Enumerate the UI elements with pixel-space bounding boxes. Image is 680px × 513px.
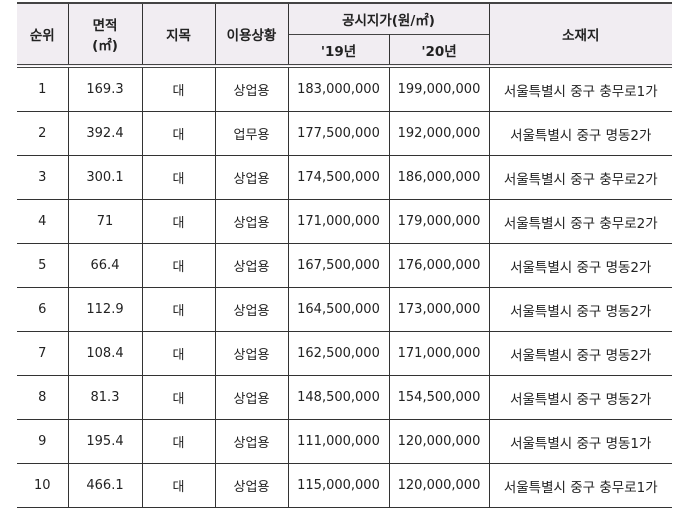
- cell-price-2019: 164,500,000: [287, 287, 390, 332]
- header-price-group: 공시지가(원/㎡): [287, 2, 490, 35]
- cell-rank: 2: [17, 111, 69, 156]
- cell-price-2019: 167,500,000: [287, 243, 390, 288]
- cell-rank: 1: [17, 66, 69, 112]
- table-row: 7 108.4 대 상업용 162,500,000 171,000,000 서울특별시 중구…: [17, 331, 672, 376]
- cell-area: 108.4: [67, 331, 143, 376]
- cell-location: 서울특별시 중구 충무로2가: [488, 199, 672, 244]
- header-area-label: 면적: [92, 18, 118, 34]
- cell-location: 서울특별시 중구 명동2가: [488, 111, 672, 156]
- cell-price-2019: 148,500,000: [287, 375, 390, 420]
- cell-area: 169.3: [67, 66, 143, 112]
- table-row: 5 66.4 대 상업용 167,500,000 176,000,000 서울특별시 중구 …: [17, 243, 672, 288]
- cell-price-2020: 173,000,000: [388, 287, 490, 332]
- cell-price-2019: 174,500,000: [287, 155, 390, 200]
- cell-area: 195.4: [67, 419, 143, 464]
- cell-rank: 9: [17, 419, 69, 464]
- cell-price-2019: 162,500,000: [287, 331, 390, 376]
- cell-price-2020: 179,000,000: [388, 199, 490, 244]
- cell-rank: 4: [17, 199, 69, 244]
- cell-price-2020: 176,000,000: [388, 243, 490, 288]
- header-usage: 이용상황: [214, 2, 289, 68]
- cell-location: 서울특별시 중구 충무로2가: [488, 155, 672, 200]
- cell-area: 66.4: [67, 243, 143, 288]
- cell-rank: 5: [17, 243, 69, 288]
- cell-location: 서울특별시 중구 명동2가: [488, 331, 672, 376]
- table-row: 1 169.3 대 상업용 183,000,000 199,000,000 서울특별시 중구…: [17, 66, 672, 112]
- header-area: 면적 (㎡): [67, 2, 143, 68]
- cell-price-2020: 192,000,000: [388, 111, 490, 156]
- table-row: 9 195.4 대 상업용 111,000,000 120,000,000 서울특별시 중구…: [17, 419, 672, 464]
- cell-usage: 업무용: [214, 111, 289, 156]
- cell-price-2019: 177,500,000: [287, 111, 390, 156]
- land-price-table: 순위 면적 (㎡) 지목 이용상황 공시지가(원/㎡) 소재지 '19년 '20…: [17, 2, 672, 508]
- cell-area: 112.9: [67, 287, 143, 332]
- cell-area: 392.4: [67, 111, 143, 156]
- cell-land-category: 대: [141, 243, 216, 288]
- cell-price-2019: 171,000,000: [287, 199, 390, 244]
- cell-location: 서울특별시 중구 충무로1가: [488, 463, 672, 508]
- cell-location: 서울특별시 중구 명동2가: [488, 375, 672, 420]
- table-row: 2 392.4 대 업무용 177,500,000 192,000,000 서울특별시 중구…: [17, 111, 672, 156]
- header-area-unit: (㎡): [92, 38, 118, 54]
- cell-rank: 6: [17, 287, 69, 332]
- cell-usage: 상업용: [214, 155, 289, 200]
- cell-land-category: 대: [141, 66, 216, 112]
- table-row: 10 466.1 대 상업용 115,000,000 120,000,000 서울특별시 중…: [17, 463, 672, 508]
- cell-area: 71: [67, 199, 143, 244]
- cell-price-2019: 111,000,000: [287, 419, 390, 464]
- header-year-2020: '20년: [388, 34, 490, 68]
- cell-price-2020: 186,000,000: [388, 155, 490, 200]
- cell-land-category: 대: [141, 155, 216, 200]
- cell-usage: 상업용: [214, 199, 289, 244]
- cell-price-2020: 120,000,000: [388, 463, 490, 508]
- cell-price-2020: 199,000,000: [388, 66, 490, 112]
- cell-usage: 상업용: [214, 375, 289, 420]
- cell-rank: 3: [17, 155, 69, 200]
- table-row: 8 81.3 대 상업용 148,500,000 154,500,000 서울특별시 중구 …: [17, 375, 672, 420]
- cell-land-category: 대: [141, 375, 216, 420]
- cell-price-2020: 154,500,000: [388, 375, 490, 420]
- header-year-2019: '19년: [287, 34, 390, 68]
- cell-land-category: 대: [141, 419, 216, 464]
- cell-land-category: 대: [141, 199, 216, 244]
- cell-rank: 8: [17, 375, 69, 420]
- cell-price-2020: 171,000,000: [388, 331, 490, 376]
- cell-land-category: 대: [141, 331, 216, 376]
- header-location: 소재지: [488, 2, 672, 68]
- table-row: 6 112.9 대 상업용 164,500,000 173,000,000 서울특별시 중구…: [17, 287, 672, 332]
- cell-area: 466.1: [67, 463, 143, 508]
- cell-usage: 상업용: [214, 331, 289, 376]
- cell-area: 300.1: [67, 155, 143, 200]
- cell-usage: 상업용: [214, 419, 289, 464]
- header-land-category: 지목: [141, 2, 216, 68]
- cell-location: 서울특별시 중구 명동2가: [488, 287, 672, 332]
- cell-usage: 상업용: [214, 243, 289, 288]
- cell-area: 81.3: [67, 375, 143, 420]
- header-rank: 순위: [17, 2, 69, 68]
- cell-rank: 7: [17, 331, 69, 376]
- cell-usage: 상업용: [214, 287, 289, 332]
- table-row: 4 71 대 상업용 171,000,000 179,000,000 서울특별시 중구 충무…: [17, 199, 672, 244]
- table-row: 3 300.1 대 상업용 174,500,000 186,000,000 서울특별시 중구…: [17, 155, 672, 200]
- cell-land-category: 대: [141, 111, 216, 156]
- cell-land-category: 대: [141, 287, 216, 332]
- cell-price-2019: 183,000,000: [287, 66, 390, 112]
- cell-location: 서울특별시 중구 명동2가: [488, 243, 672, 288]
- cell-location: 서울특별시 중구 명동1가: [488, 419, 672, 464]
- cell-usage: 상업용: [214, 463, 289, 508]
- cell-land-category: 대: [141, 463, 216, 508]
- cell-rank: 10: [17, 463, 69, 508]
- cell-usage: 상업용: [214, 66, 289, 112]
- cell-price-2020: 120,000,000: [388, 419, 490, 464]
- cell-price-2019: 115,000,000: [287, 463, 390, 508]
- cell-location: 서울특별시 중구 충무로1가: [488, 66, 672, 112]
